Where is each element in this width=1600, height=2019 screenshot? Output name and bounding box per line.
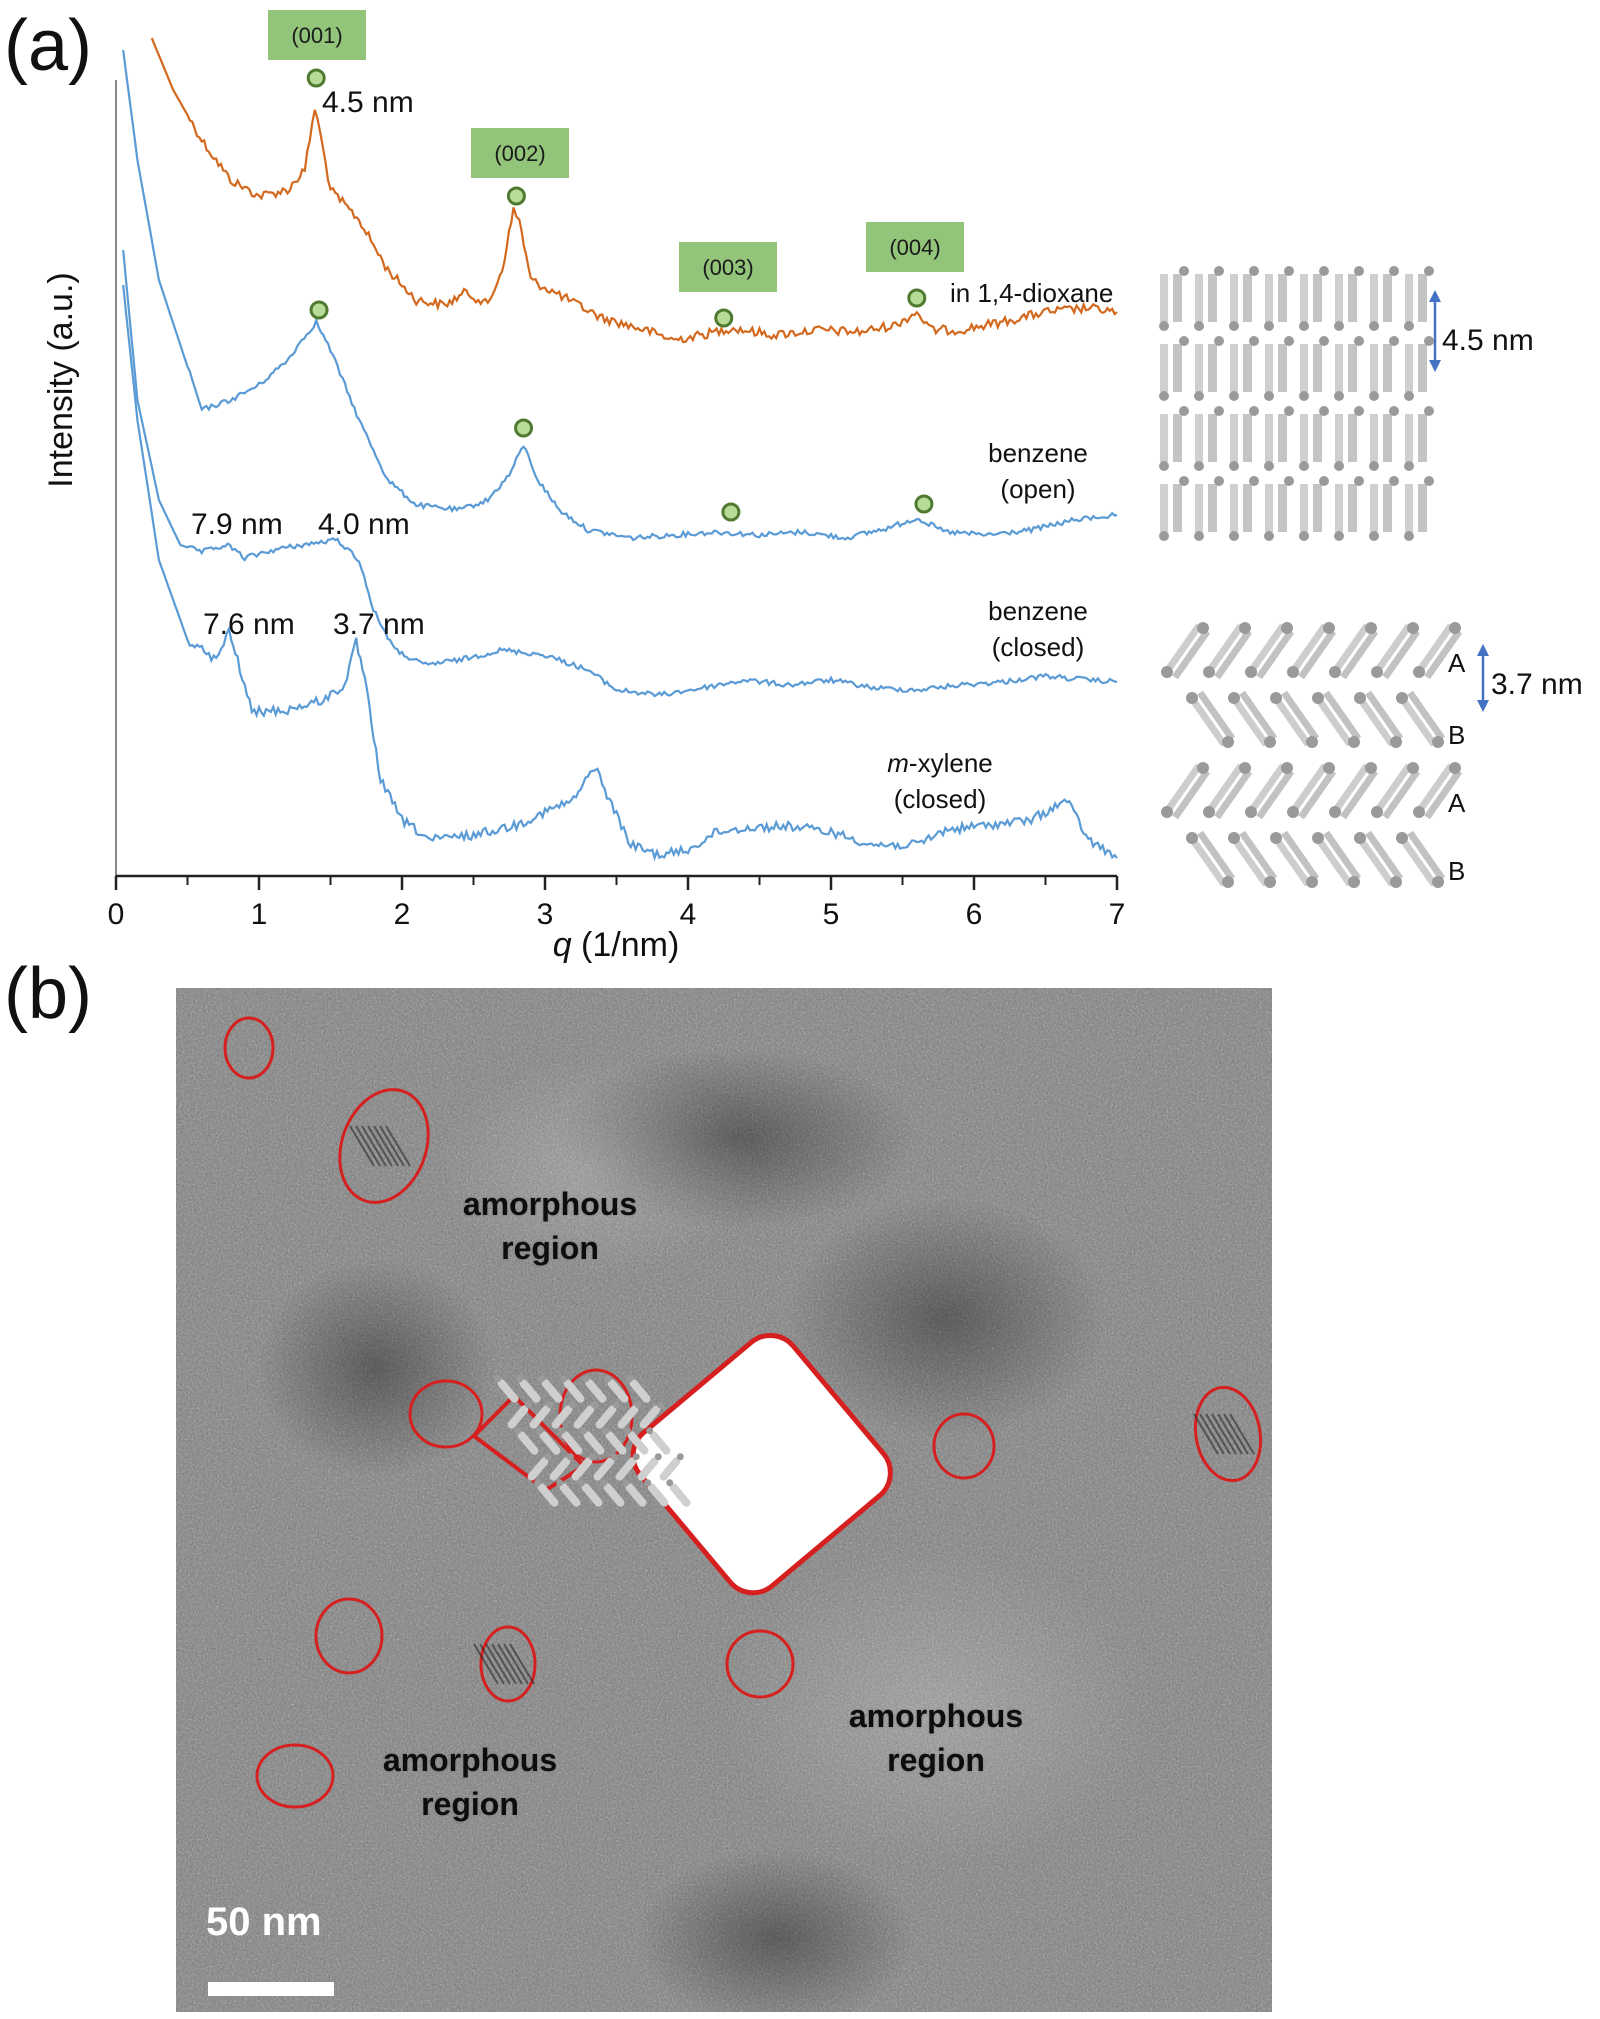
- svg-text:4.5 nm: 4.5 nm: [1442, 324, 1534, 357]
- miller-002: (002): [471, 128, 569, 178]
- x-ticks: 0 1 2 3 4 5 6 7: [108, 876, 1126, 931]
- layer-label-B2: B: [1448, 856, 1465, 886]
- tem-texture: [176, 988, 1272, 2012]
- y-axis-label: Intensity (a.u.): [42, 272, 80, 487]
- curve-1: [122, 49, 1118, 542]
- peak-markers: [306, 68, 934, 522]
- x-tick-label: 5: [823, 898, 840, 931]
- x-axis-label: q (1/nm): [553, 926, 680, 964]
- panel-a-label: (a): [4, 6, 92, 86]
- series-label-benzene-open-1: benzene: [988, 438, 1088, 468]
- panel-b-label: (b): [4, 954, 92, 1034]
- crystallite-circle: [314, 1597, 384, 1675]
- saxs-chart: 0 1 2 3 4 5 6 7 q (1/nm) Intensity (a.u.) (001)…: [42, 10, 1583, 964]
- peak-marker-benzene-open: [914, 494, 934, 514]
- amorphous-label-1: amorphous region: [462, 1186, 638, 1266]
- x-tick-label: 6: [966, 898, 983, 931]
- crystallite-circle: [408, 1379, 484, 1449]
- amorphous-label-3: amorphous region: [848, 1698, 1024, 1778]
- curves: [122, 37, 1118, 862]
- crystallite-circle: [725, 1629, 795, 1699]
- series-label-dioxane: in 1,4-dioxane: [950, 278, 1113, 308]
- layer-label-B1: B: [1448, 720, 1465, 750]
- crystallite-circle: [338, 1088, 430, 1204]
- d-label-4-5nm: 4.5 nm: [322, 86, 414, 119]
- amorphous-label-2: amorphous region: [382, 1742, 558, 1822]
- scale-bar: [208, 1982, 334, 1996]
- x-tick-label: 2: [394, 898, 411, 931]
- svg-text:3.7 nm: 3.7 nm: [1491, 668, 1583, 701]
- peak-marker-dioxane: [306, 68, 326, 88]
- svg-text:(001): (001): [291, 23, 342, 48]
- x-tick-label: 1: [251, 898, 268, 931]
- series-label-benzene-open-2: (open): [1000, 474, 1075, 504]
- spacing-arrow-3-7nm: 3.7 nm: [1477, 644, 1583, 712]
- curve-3: [122, 284, 1118, 862]
- x-tick-label: 4: [680, 898, 697, 931]
- d-label-7-9nm: 7.9 nm: [191, 508, 283, 541]
- peak-marker-dioxane: [714, 308, 734, 328]
- crystallite-highlights: [223, 1016, 1263, 1809]
- crystallite-circle: [479, 1625, 537, 1703]
- d-label-7-6nm: 7.6 nm: [203, 608, 295, 641]
- peak-marker-benzene-open: [721, 502, 741, 522]
- herringbone-schematic-closed: [1161, 622, 1463, 888]
- peak-marker-dioxane: [907, 288, 927, 308]
- miller-001: (001): [268, 10, 366, 60]
- d-label-4-0nm: 4.0 nm: [318, 508, 410, 541]
- tem-micrograph: amorphous region amorphous region amorphou…: [176, 988, 1272, 2012]
- crystallite-circle: [932, 1412, 996, 1480]
- series-label-benzene-closed-1: benzene: [988, 596, 1088, 626]
- svg-text:(003): (003): [702, 255, 753, 280]
- crystallite-circle: [255, 1743, 335, 1809]
- series-label-benzene-closed-2: (closed): [992, 632, 1084, 662]
- x-tick-label: 3: [537, 898, 554, 931]
- d-label-3-7nm: 3.7 nm: [333, 608, 425, 641]
- svg-text:(002): (002): [494, 141, 545, 166]
- series-label-xylene-2: (closed): [894, 784, 986, 814]
- miller-004: (004): [866, 222, 964, 272]
- layer-label-A2: A: [1448, 788, 1466, 818]
- peak-marker-benzene-open: [309, 300, 329, 320]
- svg-text:(004): (004): [889, 235, 940, 260]
- crystallite-circle: [1193, 1385, 1263, 1483]
- series-label-xylene-1: m-xylene: [887, 748, 993, 778]
- scale-bar-label: 50 nm: [206, 1900, 322, 1944]
- peak-marker-benzene-open: [514, 418, 534, 438]
- layer-label-A1: A: [1448, 648, 1466, 678]
- lamellar-schematic-open: [1159, 266, 1434, 541]
- spacing-arrow-4-5nm: 4.5 nm: [1429, 290, 1534, 372]
- peak-marker-dioxane: [506, 186, 526, 206]
- herringbone-inset: [470, 1332, 893, 1596]
- x-tick-label: 0: [108, 898, 125, 931]
- curve-2: [122, 249, 1118, 698]
- miller-003: (003): [679, 242, 777, 292]
- curve-0: [150, 37, 1118, 344]
- crystallite-circle: [223, 1016, 275, 1080]
- x-tick-label: 7: [1109, 898, 1126, 931]
